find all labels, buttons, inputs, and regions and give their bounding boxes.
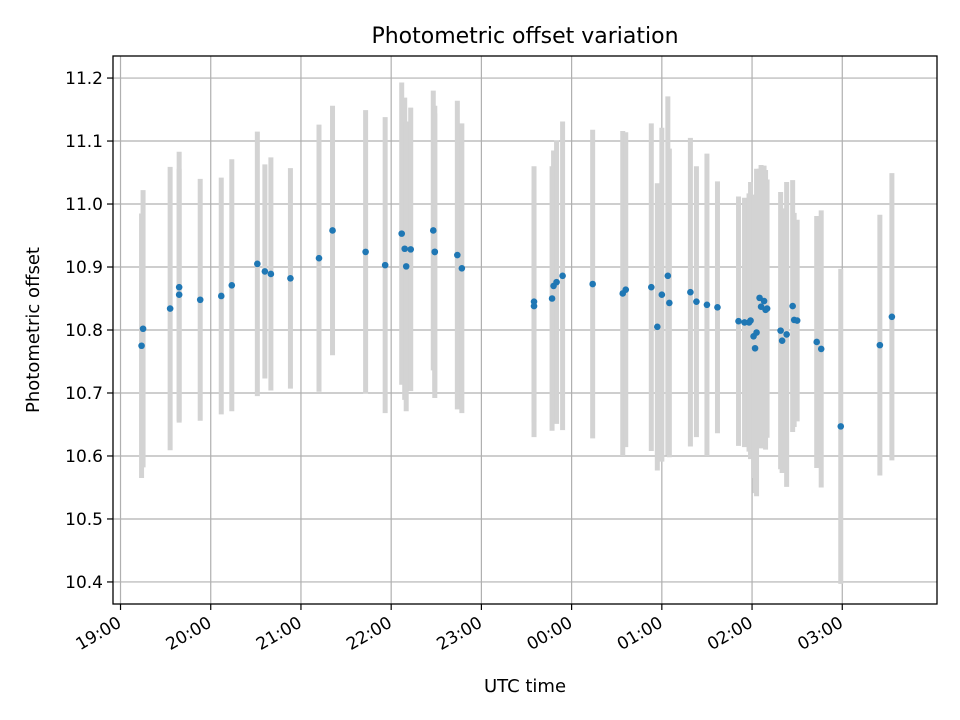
data-point xyxy=(813,338,821,346)
data-point xyxy=(751,344,759,352)
data-point xyxy=(329,227,336,234)
data-point xyxy=(589,280,596,288)
data-point xyxy=(793,317,801,324)
data-point xyxy=(175,291,183,299)
data-point xyxy=(753,329,760,336)
data-point xyxy=(837,423,845,430)
x-axis-label: UTC time xyxy=(484,676,566,697)
data-point xyxy=(267,270,275,278)
data-point xyxy=(429,227,437,234)
data-point xyxy=(666,299,673,307)
data-point xyxy=(888,313,896,321)
data-point xyxy=(654,323,661,331)
data-point xyxy=(664,272,672,280)
data-point xyxy=(693,298,700,305)
data-point xyxy=(777,327,784,334)
data-point xyxy=(454,251,461,259)
data-point xyxy=(778,337,786,345)
y-tick-label: 11.1 xyxy=(65,132,103,152)
data-point xyxy=(760,297,768,305)
data-point xyxy=(362,248,369,256)
data-point xyxy=(789,302,796,310)
data-point xyxy=(687,288,694,296)
data-point xyxy=(622,286,630,293)
data-point xyxy=(703,301,711,309)
data-point xyxy=(783,331,790,338)
y-tick-label: 11.2 xyxy=(65,69,103,89)
data-point xyxy=(138,342,145,350)
data-point xyxy=(431,248,439,256)
data-point xyxy=(407,246,415,253)
data-point xyxy=(458,264,466,272)
data-point xyxy=(196,296,204,304)
data-point xyxy=(658,291,666,299)
data-point xyxy=(553,278,560,286)
data-point xyxy=(735,317,742,325)
data-point xyxy=(747,317,754,324)
data-point xyxy=(217,292,225,300)
data-point xyxy=(287,275,294,282)
data-point xyxy=(402,263,410,270)
data-point xyxy=(381,261,389,269)
data-point xyxy=(228,281,236,289)
data-point xyxy=(175,283,183,291)
point-group xyxy=(138,227,896,430)
data-point xyxy=(254,260,261,268)
y-tick-label: 10.4 xyxy=(65,573,103,593)
data-point xyxy=(398,230,406,237)
y-tick-label: 10.6 xyxy=(65,447,103,467)
y-tick-label: 10.9 xyxy=(65,258,103,278)
y-tick-label: 11.0 xyxy=(65,195,103,215)
data-point xyxy=(876,341,884,349)
data-point xyxy=(261,268,269,275)
grid xyxy=(113,56,937,604)
chart-title: Photometric offset variation xyxy=(371,24,678,49)
data-point xyxy=(741,319,748,326)
y-tick-label: 10.7 xyxy=(65,384,103,404)
data-point xyxy=(166,305,174,312)
data-point xyxy=(315,254,323,262)
data-point xyxy=(648,283,655,291)
data-point xyxy=(401,245,409,253)
y-tick-label: 10.8 xyxy=(65,321,103,341)
y-tick-label: 10.5 xyxy=(65,510,103,530)
y-axis: 10.4 10.5 10.6 10.7 10.8 10.9 11.0 11.1 11.2 xyxy=(65,69,113,593)
data-point xyxy=(817,345,825,353)
y-axis-label: Photometric offset xyxy=(23,247,44,413)
data-point xyxy=(763,305,771,312)
data-point xyxy=(548,295,556,302)
data-point xyxy=(139,325,147,333)
data-point xyxy=(530,302,538,310)
data-point xyxy=(559,272,566,280)
data-point xyxy=(714,304,721,311)
